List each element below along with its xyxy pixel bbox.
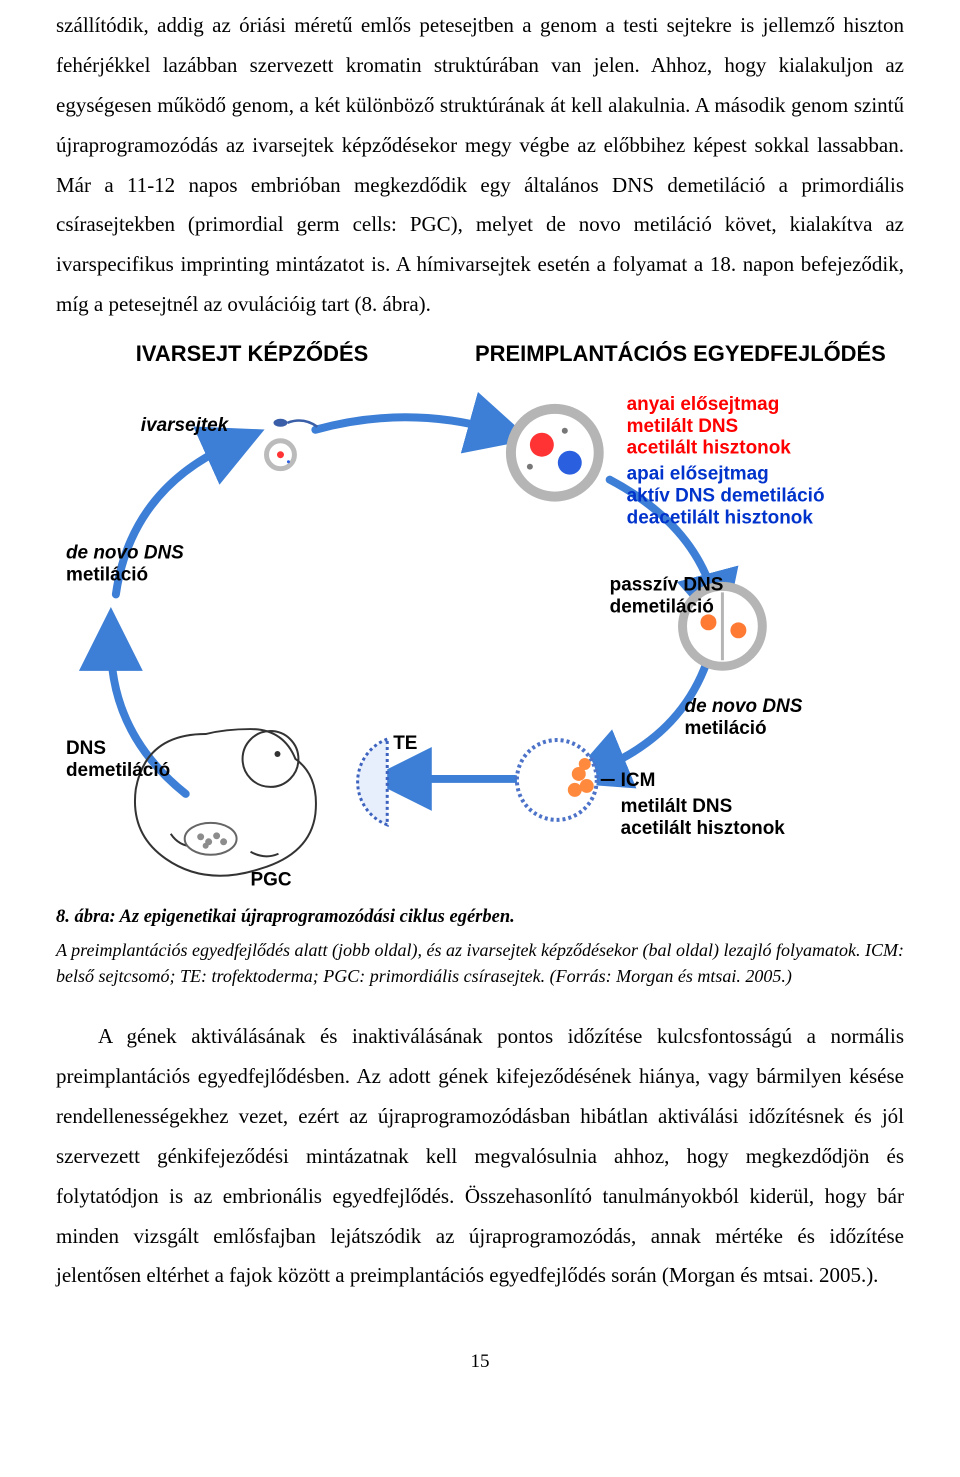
oocyte-small-icon (267, 441, 295, 469)
page-number: 15 (56, 1344, 904, 1380)
label-apai-3: deacetilált hisztonok (627, 508, 814, 529)
label-icm-l1: metilált DNS (621, 796, 733, 817)
blastocyst-icon (517, 740, 597, 820)
label-PGC: PGC (251, 870, 292, 891)
figure-8-subcaption: A preimplantációs egyedfejlődés alatt (j… (56, 937, 904, 989)
label-de-novo-right-1: de novo DNS (685, 696, 803, 717)
paragraph-2: A gének aktiválásának és inaktiválásának… (56, 1017, 904, 1296)
label-passziv-2: demetiláció (610, 596, 714, 617)
arrow-top (315, 417, 495, 429)
sperm-icon (273, 419, 317, 427)
label-anyai-1: anyai elősejtmag (627, 394, 780, 415)
figure-title-left: IVARSEJT KÉPZŐDÉS (136, 341, 368, 366)
label-anyai-2: metilált DNS (627, 416, 739, 437)
label-dns-demet-1: DNS (66, 738, 106, 759)
label-de-novo-left-1: de novo DNS (66, 543, 184, 564)
label-icm-l2: acetilált hisztonok (621, 818, 786, 839)
label-de-novo-left-2: metiláció (66, 565, 148, 586)
label-apai-2: aktív DNS demetiláció (627, 486, 825, 507)
label-passziv-1: passzív DNS (610, 575, 724, 596)
te-icon (358, 739, 388, 825)
zygote-icon (511, 409, 599, 497)
label-anyai-3: acetilált hisztonok (627, 438, 792, 459)
embryo-icon (135, 729, 316, 876)
label-dns-demet-2: demetiláció (66, 760, 170, 781)
figure-8-caption: 8. ábra: Az epigenetikai újraprogramozód… (56, 900, 904, 935)
page: szállítódik, addig az óriási méretű emlő… (0, 0, 960, 1420)
label-ivarsejtek: ivarsejtek (141, 415, 230, 436)
figure-title-right: PREIMPLANTÁCIÓS EGYEDFEJLŐDÉS (475, 341, 886, 366)
figure-8-svg: IVARSEJT KÉPZŐDÉS PREIMPLANTÁCIÓS EGYEDF… (56, 335, 904, 894)
paragraph-1: szállítódik, addig az óriási méretű emlő… (56, 6, 904, 325)
label-de-novo-right-2: metiláció (685, 718, 767, 739)
label-ICM: ICM (621, 770, 656, 791)
label-TE: TE (393, 733, 417, 754)
figure-8: IVARSEJT KÉPZŐDÉS PREIMPLANTÁCIÓS EGYEDF… (56, 335, 904, 894)
label-apai-1: apai elősejtmag (627, 464, 769, 485)
